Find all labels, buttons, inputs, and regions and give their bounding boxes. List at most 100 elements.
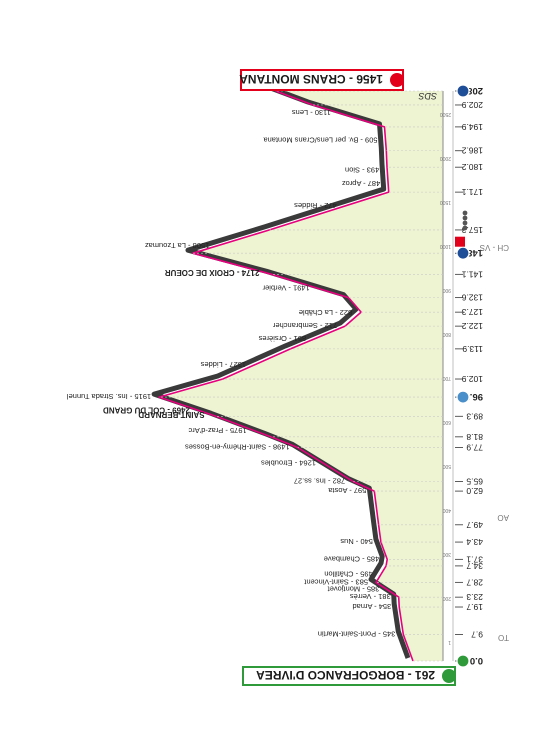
- km-tick-label: 141.1: [461, 269, 483, 279]
- place-label: 354 - Arnad: [352, 602, 391, 611]
- side-bar-decor: [455, 84, 470, 668]
- km-tick-label: 19.7: [466, 602, 483, 612]
- place-label: 1130 - Lens: [292, 108, 331, 117]
- km-tick-label: 49.7: [466, 520, 483, 530]
- track-dot-icon: [462, 215, 468, 221]
- km-tick-label: 62.0: [466, 486, 483, 496]
- track-dot-icon: [462, 220, 468, 226]
- route-marker-icon: [456, 390, 470, 404]
- km-tick-label: 43.4: [466, 537, 483, 547]
- place-label: 712 - Sembrancher: [272, 321, 337, 330]
- km-tick-label: 96.3: [465, 391, 484, 402]
- alt-scale-label: 300: [442, 551, 451, 557]
- km-tick-label: 208.0: [459, 85, 483, 96]
- alt-scale-label: 1500: [440, 199, 451, 205]
- place-label: 485 - Chambave: [324, 554, 379, 563]
- km-tick-label: 34.7: [466, 561, 483, 571]
- km-tick-label: 0.0: [470, 655, 483, 666]
- alt-scale-label: 400: [442, 507, 451, 513]
- sprint-sign-label: SDS: [418, 91, 437, 101]
- km-tick-label: 77.9: [466, 443, 483, 453]
- km-tick-label: 28.7: [466, 577, 483, 587]
- alt-scale-label: 700: [442, 375, 451, 381]
- start-banner-label: 261 - BORGOFRANCO D'IVREA: [256, 668, 435, 682]
- route-marker-icon: [456, 246, 470, 260]
- km-tick-label: 89.3: [466, 411, 483, 421]
- place-label: 381 - Verrès: [350, 592, 391, 601]
- km-tick-label: 23.3: [466, 592, 483, 602]
- km-grid-lines: [159, 90, 443, 662]
- km-tick-label: 194.9: [461, 122, 483, 132]
- alt-scale-label: 500: [442, 463, 451, 469]
- place-label: 495 - Châtillon: [324, 570, 372, 579]
- place-label: 2469 - COL DU GRAND: [103, 405, 190, 414]
- region-label-ch: CH - VS: [480, 243, 509, 252]
- place-label: 345 - Pont-Saint-Martin: [318, 629, 396, 638]
- finish-banner-label: 1456 - CRANS MONTANA: [239, 72, 383, 86]
- place-label: 472 - Riddes: [294, 201, 337, 210]
- km-tick-label: 180.2: [461, 162, 483, 172]
- km-tick-label: 122.2: [461, 321, 483, 331]
- place-label: 2174 - CROIX DE COEUR: [165, 268, 260, 277]
- place-label: 385 - Montjovet: [327, 585, 380, 594]
- profile-fill: [159, 91, 443, 661]
- place-label: 487 - Aproz: [342, 179, 381, 188]
- start-banner: 261 - BORGOFRANCO D'IVREA: [242, 666, 456, 686]
- alt-scale-label: 2000: [440, 155, 451, 161]
- km-tick-labels: 0.0 9.7 19.723.3 28.7 34.737.1 43.4 49.7 62.065…: [455, 85, 483, 666]
- place-label: 1491 - Verbier: [262, 283, 310, 292]
- finish-flag-icon: [390, 73, 404, 87]
- km-tick-label: 9.7: [471, 629, 483, 639]
- km-tick-label: 186.2: [461, 146, 483, 156]
- place-label: 1264 - Etroubles: [261, 459, 316, 468]
- alt-scale-label: 200: [442, 595, 451, 601]
- place-label: 1915 - Ins. Strada Tunnel: [67, 392, 152, 401]
- place-label: 509 - Bv. per Lens/Crans Montana: [263, 135, 378, 144]
- profile-line: [158, 90, 414, 662]
- place-label: 1327 - Liddes: [200, 360, 246, 369]
- alt-scale-label: 600: [442, 419, 451, 425]
- place-label: 597 - Aosta: [328, 486, 367, 495]
- alt-scale-label: 1: [448, 639, 451, 645]
- alt-scale-label: 2500: [440, 111, 451, 117]
- km-tick-label: 81.8: [466, 432, 483, 442]
- place-label: 540 - Nus: [340, 537, 373, 546]
- alt-scale-label: 1000: [440, 243, 451, 249]
- profile-area-group: [151, 85, 444, 662]
- km-tick-label: 37.1: [466, 554, 483, 564]
- route-marker-icon: [456, 654, 470, 668]
- place-label: 583 - Saint-Vincent: [303, 577, 368, 586]
- alt-scale-label: 800: [442, 331, 451, 337]
- km-tick-label: 171.1: [461, 187, 483, 197]
- place-label: 851 - Orsières: [258, 334, 306, 343]
- place-label: 782 - Ins. ss.27: [294, 477, 345, 486]
- first-aid-icon: [455, 236, 465, 247]
- place-label: 1508 - La Tzoumaz: [145, 241, 210, 250]
- finish-banner: 1456 - CRANS MONTANA: [239, 69, 404, 91]
- place-label: 493 - Sion: [345, 166, 379, 175]
- route-marker-icon: [456, 84, 470, 98]
- region-label-to: TO: [498, 633, 509, 642]
- region-label-ao: AO: [497, 513, 509, 522]
- km-tick-label: 102.9: [461, 374, 483, 384]
- track-dot-icon: [462, 225, 468, 231]
- km-tick-label: 65.5: [466, 477, 483, 487]
- profile-shadow-edge: [151, 85, 411, 659]
- km-tick-label: 202.9: [461, 100, 483, 110]
- place-label: 1498 - Saint-Rhémy-en-Bosses: [185, 443, 290, 452]
- km-tick-label: 148.8: [459, 247, 483, 258]
- km-tick-label: 127.3: [461, 307, 483, 317]
- alt-scale-label: 900: [442, 287, 451, 293]
- km-tick-label: 113.9: [462, 344, 483, 354]
- place-label: SAINT-BERNARD: [138, 410, 204, 419]
- start-flag-icon: [442, 669, 456, 683]
- place-label: 822 - La Châble: [299, 308, 352, 317]
- km-tick-label: 132.6: [461, 293, 483, 303]
- place-label: 1975 - Praz-d'Arc: [188, 426, 246, 435]
- altitude-scale: 1 200 300 400 500 600 700 800 900 1000 1500 2000 250…: [440, 91, 454, 661]
- track-dot-icon: [462, 210, 468, 216]
